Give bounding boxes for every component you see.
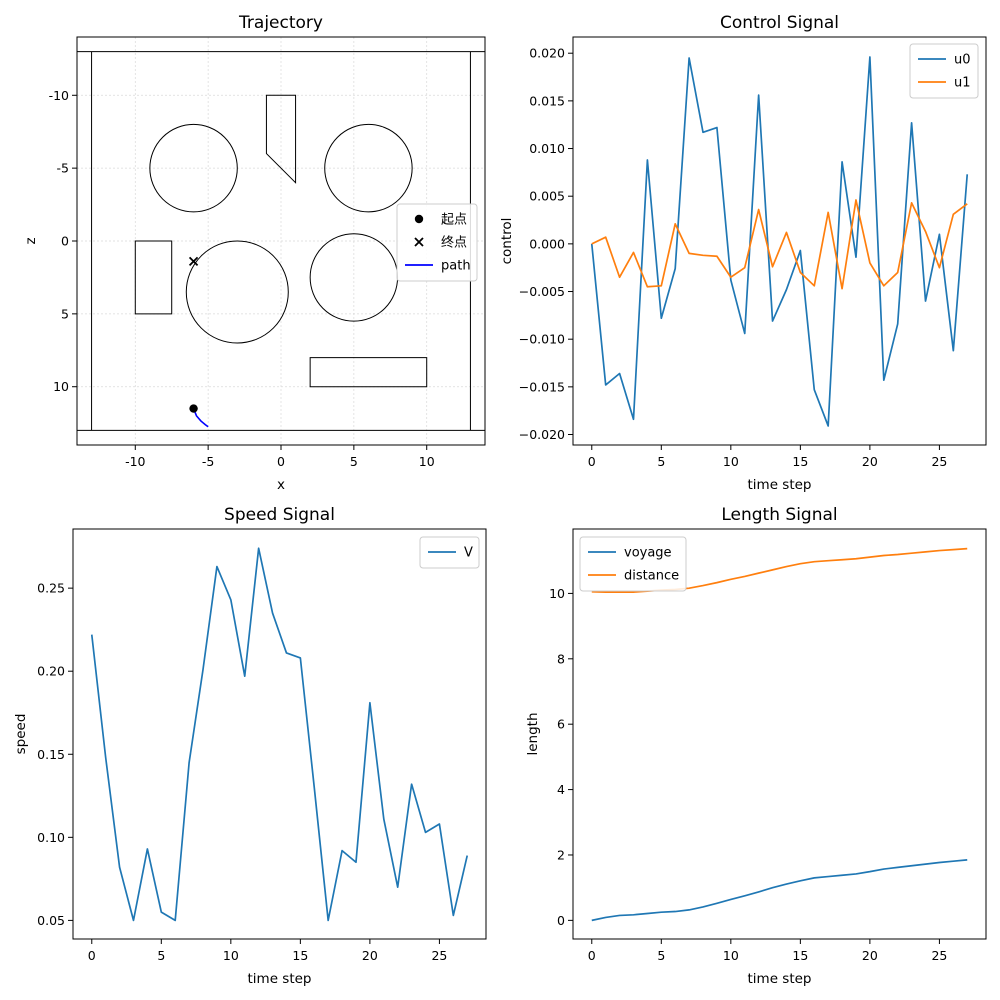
- y-tick-label: −0.005: [519, 284, 565, 299]
- series-line-u1: [591, 199, 968, 290]
- x-tick-label: 15: [292, 948, 308, 963]
- legend-entry: voyage: [624, 546, 672, 561]
- legend-entry: u0: [954, 53, 971, 68]
- obstacle-circle: [149, 123, 238, 213]
- x-axis-label: time step: [248, 971, 312, 987]
- x-tick-label: -5: [202, 454, 214, 469]
- path-line: [192, 408, 209, 428]
- x-tick-label: 20: [862, 948, 878, 963]
- axes-frame: [572, 528, 987, 940]
- control-chart: 0 5 10 15 20 25 −0.020 −0.015 −0.010 −0.005 0.000 0…: [499, 13, 987, 493]
- y-tick-label: -10: [49, 88, 69, 103]
- y-tick-label: −0.020: [519, 427, 565, 442]
- y-tick-label: 0.20: [37, 664, 65, 679]
- y-tick-label: 5: [61, 306, 69, 321]
- x-axis-label: time step: [748, 971, 812, 987]
- x-tick-label: 0: [88, 948, 96, 963]
- y-tick-label: 10: [549, 586, 565, 601]
- chart-title: Speed Signal: [224, 505, 335, 525]
- x-tick-label: 0: [588, 454, 596, 469]
- y-tick-label: 4: [557, 782, 565, 797]
- x-tick-label: 5: [657, 454, 665, 469]
- x-tick-label: 25: [431, 948, 447, 963]
- legend-marker: [414, 237, 424, 247]
- obstacle-polygon: [134, 240, 173, 315]
- y-tick-label: 8: [557, 651, 565, 666]
- x-tick-label: 5: [157, 948, 165, 963]
- x-tick-label: -10: [125, 454, 145, 469]
- legend-entry: V: [464, 546, 473, 561]
- obstacle-polygon: [265, 94, 297, 184]
- y-tick-label: −0.010: [519, 332, 565, 347]
- y-tick-label: 0.015: [529, 93, 565, 108]
- y-tick-label: 0.15: [37, 747, 65, 762]
- obstacle-circle: [185, 240, 289, 344]
- x-tick-label: 0: [588, 948, 596, 963]
- x-axis-label: time step: [748, 477, 812, 493]
- legend-entry: distance: [624, 569, 679, 584]
- x-tick-label: 0: [277, 454, 285, 469]
- y-tick-label: 0.005: [529, 189, 565, 204]
- x-tick-label: 15: [792, 454, 808, 469]
- legend-box: [396, 203, 478, 282]
- start-marker: [189, 404, 198, 413]
- y-axis-label: z: [23, 237, 39, 244]
- legend-entry: 起点: [441, 213, 467, 228]
- y-tick-label: -5: [57, 161, 69, 176]
- axes-frame: [572, 36, 987, 446]
- y-axis-label: control: [499, 218, 515, 265]
- y-tick-label: 2: [557, 847, 565, 862]
- x-tick-label: 10: [723, 454, 739, 469]
- series-line-u0: [590, 56, 969, 427]
- obstacle-circle: [324, 123, 413, 213]
- goal-marker: [188, 256, 199, 267]
- y-axis-label: length: [525, 712, 541, 755]
- y-tick-label: 0.10: [37, 830, 65, 845]
- x-tick-label: 5: [350, 454, 358, 469]
- x-tick-label: 10: [419, 454, 435, 469]
- legend-marker: [414, 214, 424, 224]
- speed-chart: 0 5 10 15 20 25 0.05 0.10 0.15 0.20 0.25 Speed Sign…: [13, 505, 487, 987]
- y-tick-label: 0.25: [37, 581, 65, 596]
- x-tick-label: 5: [657, 948, 665, 963]
- y-tick-label: 0.000: [529, 236, 565, 251]
- y-tick-label: 0.05: [37, 913, 65, 928]
- chart-title: Trajectory: [238, 13, 323, 33]
- legend-entry: 终点: [441, 235, 467, 251]
- y-tick-label: 0.010: [529, 141, 565, 156]
- chart-title: Control Signal: [720, 13, 839, 33]
- x-tick-label: 20: [362, 948, 378, 963]
- series-line-V: [90, 547, 469, 922]
- legend-entry: path: [441, 259, 471, 274]
- y-axis-label: speed: [13, 714, 29, 755]
- chart-title: Length Signal: [721, 505, 837, 525]
- series-line-voyage: [591, 859, 968, 922]
- legend-box: [579, 536, 687, 592]
- x-tick-label: 20: [862, 454, 878, 469]
- obstacle-polygon: [309, 357, 428, 388]
- legend-entry: u1: [954, 76, 971, 91]
- x-tick-label: 15: [792, 948, 808, 963]
- y-tick-label: 6: [557, 717, 565, 732]
- x-tick-label: 10: [223, 948, 239, 963]
- axes-frame: [72, 528, 487, 940]
- x-axis-label: x: [277, 477, 285, 493]
- legend-box: [909, 43, 979, 99]
- x-tick-label: 25: [931, 948, 947, 963]
- x-tick-label: 25: [931, 454, 947, 469]
- y-tick-label: 0: [557, 913, 565, 928]
- y-tick-label: 0: [61, 234, 69, 249]
- x-tick-label: 10: [723, 948, 739, 963]
- y-tick-label: 10: [53, 379, 69, 394]
- y-tick-label: 0.020: [529, 46, 565, 61]
- length-chart: 0 5 10 15 20 25 0 2 4 6 8 10 Length Signal time step l…: [525, 505, 987, 987]
- y-tick-label: −0.015: [519, 379, 565, 394]
